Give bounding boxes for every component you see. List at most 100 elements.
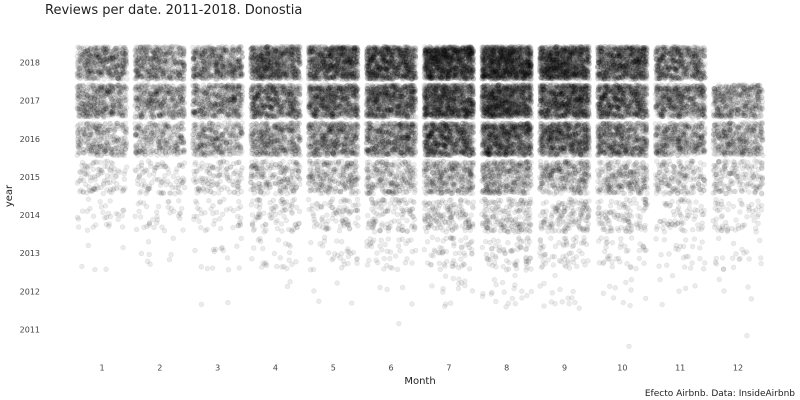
point — [273, 174, 279, 181]
point — [560, 241, 566, 247]
point — [758, 165, 765, 171]
point — [737, 197, 743, 204]
point — [468, 239, 474, 246]
point — [580, 258, 586, 264]
point — [702, 260, 708, 266]
point — [458, 256, 464, 262]
point — [204, 226, 210, 233]
point — [491, 260, 498, 266]
point — [365, 212, 371, 219]
point — [561, 207, 567, 213]
point — [565, 295, 571, 301]
point — [559, 228, 565, 234]
point — [158, 189, 164, 196]
point — [138, 127, 144, 134]
point — [424, 239, 431, 245]
point — [554, 160, 561, 166]
point — [235, 159, 242, 166]
point — [211, 221, 217, 228]
point — [218, 225, 224, 232]
point — [538, 264, 545, 271]
point — [439, 250, 445, 256]
point — [481, 174, 488, 180]
point — [345, 260, 351, 267]
point — [399, 214, 406, 221]
point — [623, 248, 629, 254]
point — [155, 161, 162, 168]
point — [439, 183, 445, 190]
point — [380, 162, 386, 168]
point — [752, 225, 759, 232]
point — [675, 205, 682, 211]
point — [722, 190, 729, 197]
point — [556, 215, 563, 222]
point — [138, 160, 145, 166]
point — [145, 239, 152, 245]
point — [433, 216, 440, 222]
point — [448, 235, 455, 241]
point — [405, 238, 411, 244]
point — [571, 186, 578, 192]
point — [275, 237, 282, 243]
point — [736, 256, 742, 263]
point — [523, 256, 529, 262]
point — [607, 253, 613, 259]
point — [577, 206, 584, 212]
point — [282, 241, 289, 247]
point — [524, 264, 530, 271]
point — [435, 236, 441, 243]
point — [697, 175, 703, 182]
point — [506, 259, 512, 266]
point — [263, 227, 269, 234]
point — [540, 243, 547, 250]
point — [724, 227, 730, 234]
point — [719, 223, 726, 229]
point — [654, 223, 660, 230]
point — [121, 176, 128, 182]
point — [459, 263, 465, 269]
point — [507, 248, 513, 254]
point — [277, 210, 283, 216]
point — [528, 266, 534, 272]
point — [338, 199, 344, 205]
point — [105, 127, 111, 133]
point — [653, 190, 660, 197]
point — [433, 204, 439, 211]
point — [634, 169, 641, 175]
point — [460, 165, 466, 171]
point — [156, 142, 163, 149]
point — [292, 176, 298, 182]
point — [230, 181, 236, 188]
point — [548, 299, 555, 305]
point — [429, 283, 435, 289]
point — [98, 152, 105, 158]
point — [644, 185, 650, 191]
point — [381, 266, 387, 272]
point — [712, 181, 718, 188]
point — [627, 302, 633, 309]
point — [86, 125, 93, 132]
point — [237, 219, 243, 225]
point — [231, 189, 238, 195]
point — [489, 252, 495, 258]
point — [225, 299, 231, 306]
point — [198, 301, 205, 308]
point — [235, 213, 241, 220]
point — [733, 217, 739, 223]
point — [501, 248, 507, 254]
point — [132, 213, 138, 220]
point — [585, 172, 591, 178]
point — [287, 243, 293, 249]
point — [566, 250, 572, 257]
point — [289, 203, 295, 210]
point — [105, 180, 111, 186]
point — [279, 228, 285, 234]
point — [513, 262, 519, 268]
point — [327, 200, 333, 206]
point — [431, 161, 438, 167]
point — [379, 185, 385, 192]
point — [730, 264, 737, 270]
point — [441, 211, 447, 218]
point — [436, 163, 442, 170]
point — [84, 227, 91, 233]
